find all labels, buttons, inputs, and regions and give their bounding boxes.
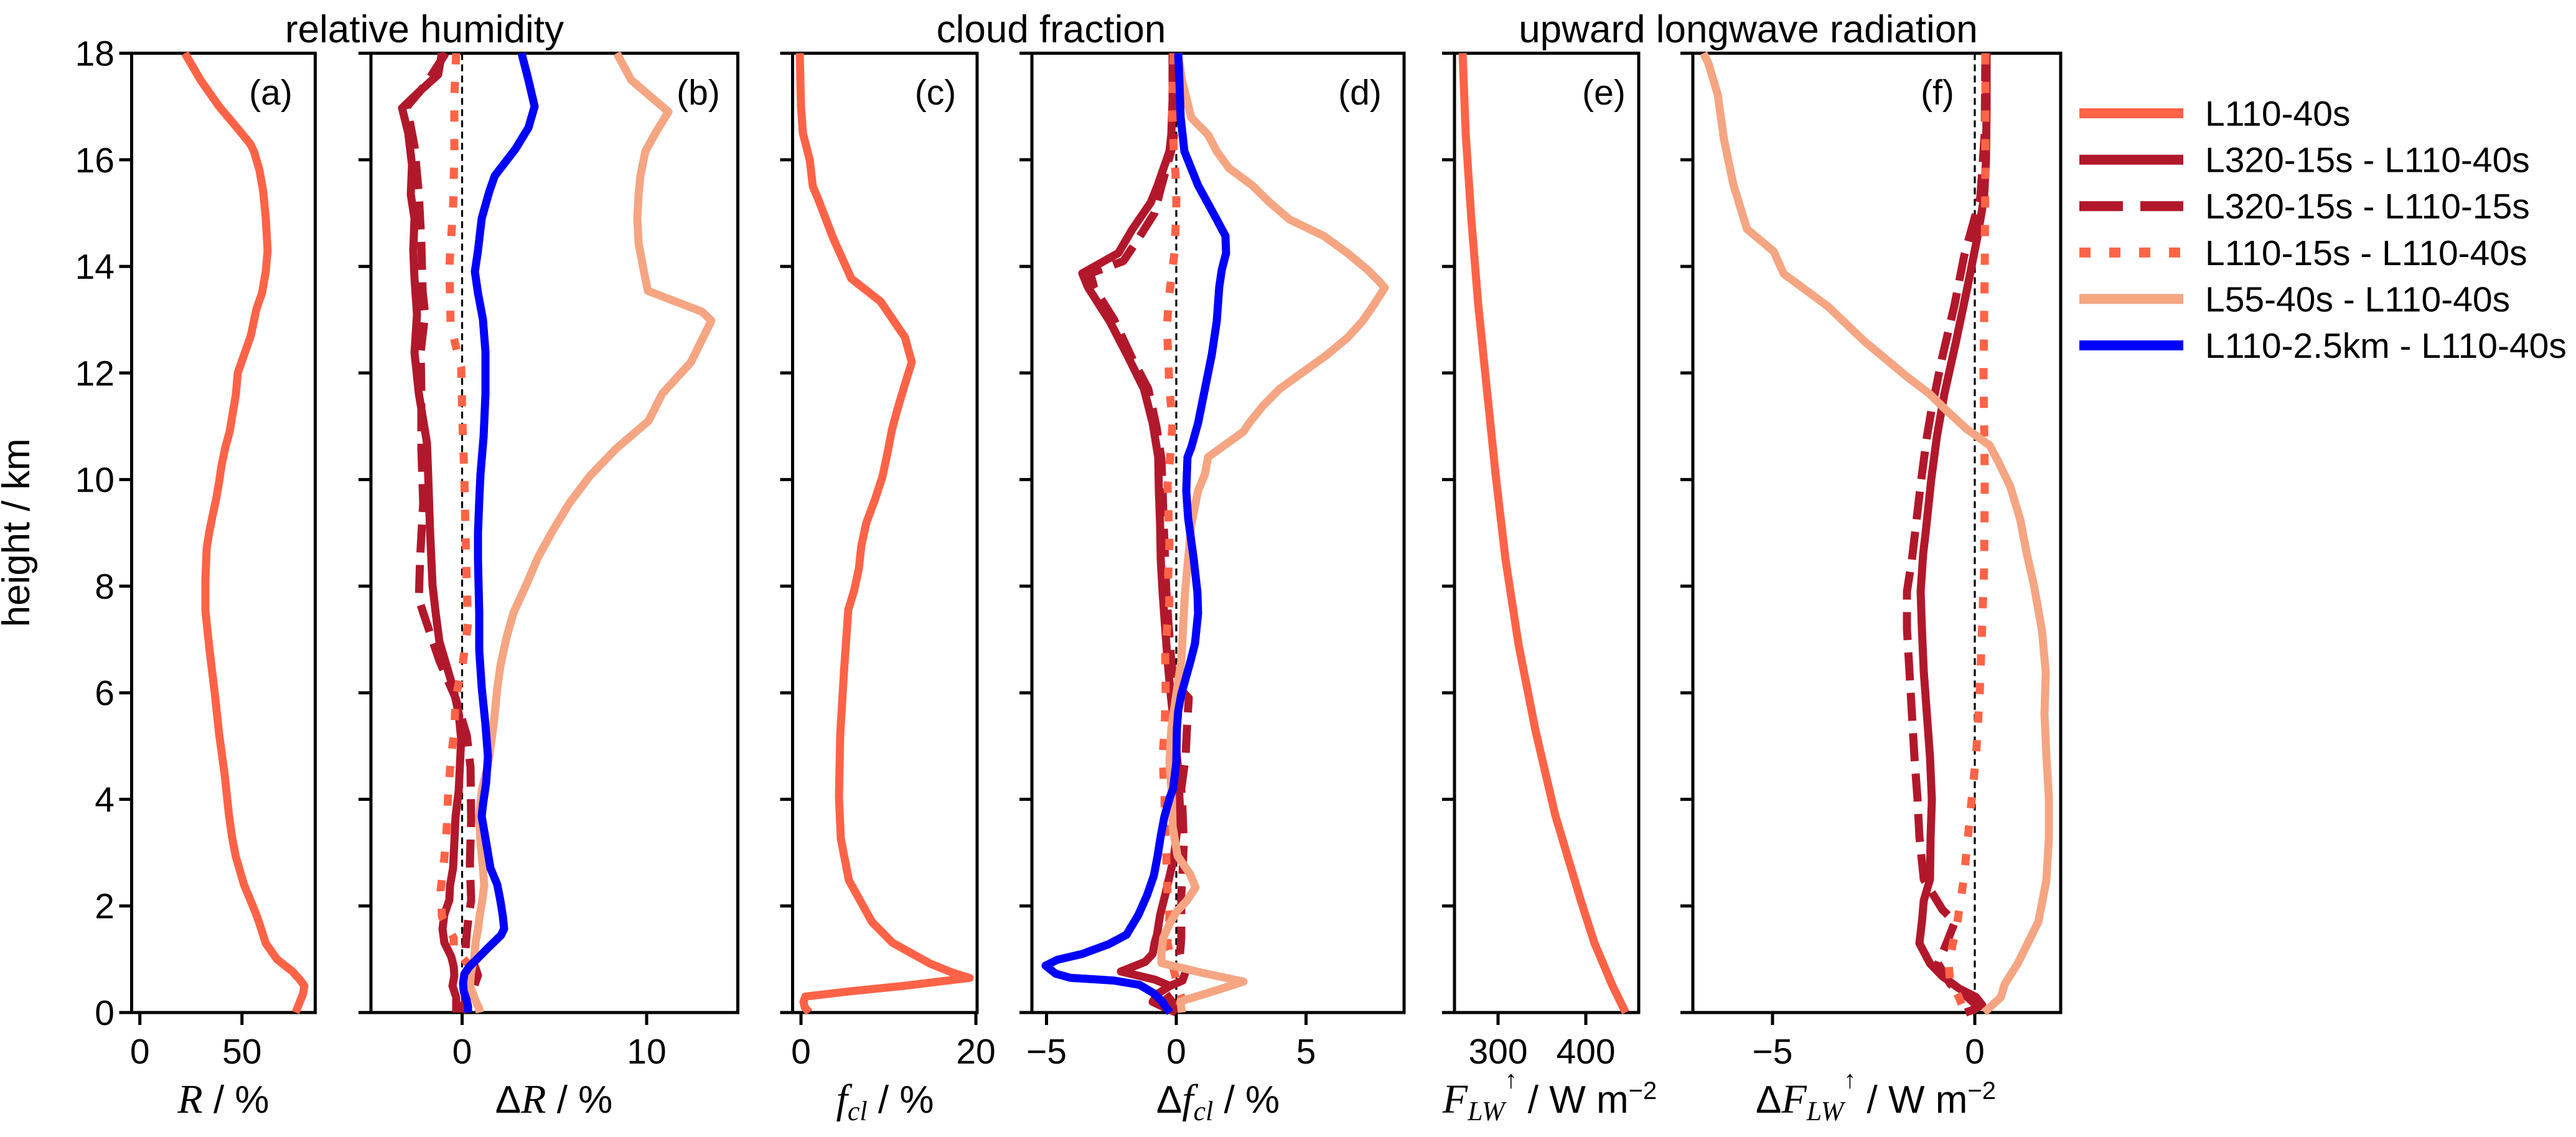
svg-text:R / %: R / %: [177, 1077, 269, 1122]
svg-text:0: 0: [1965, 1032, 1985, 1072]
svg-text:(e): (e): [1582, 73, 1626, 113]
svg-text:L110-15s - L110-40s: L110-15s - L110-40s: [2205, 233, 2527, 273]
svg-text:18: 18: [75, 34, 115, 74]
svg-text:16: 16: [75, 141, 115, 180]
svg-text:0: 0: [130, 1032, 150, 1072]
svg-text:height / km: height / km: [0, 438, 38, 627]
svg-text:−5: −5: [1753, 1032, 1793, 1072]
svg-text:Δfcl / %: Δfcl / %: [1156, 1077, 1280, 1126]
svg-text:8: 8: [95, 567, 115, 607]
svg-text:(d): (d): [1338, 73, 1382, 113]
svg-text:(f): (f): [1921, 73, 1954, 113]
svg-text:L320-15s - L110-40s: L320-15s - L110-40s: [2205, 141, 2530, 180]
svg-text:FLW↑ / W m−2: FLW↑ / W m−2: [1442, 1066, 1657, 1126]
svg-text:400: 400: [1556, 1032, 1615, 1072]
svg-text:0: 0: [1166, 1032, 1186, 1072]
svg-text:12: 12: [75, 353, 115, 393]
svg-text:ΔFLW↑ / W m−2: ΔFLW↑ / W m−2: [1756, 1066, 1996, 1126]
svg-text:−5: −5: [1026, 1032, 1067, 1072]
svg-text:20: 20: [956, 1032, 995, 1072]
svg-text:relative humidity: relative humidity: [285, 8, 564, 51]
svg-text:(c): (c): [915, 73, 956, 113]
svg-text:2: 2: [95, 887, 115, 927]
svg-text:fcl / %: fcl / %: [836, 1077, 934, 1126]
svg-text:L110-2.5km - L110-40s: L110-2.5km - L110-40s: [2205, 326, 2567, 366]
svg-text:6: 6: [95, 673, 115, 713]
svg-text:0: 0: [95, 993, 115, 1033]
svg-text:10: 10: [627, 1032, 666, 1072]
svg-text:(b): (b): [677, 73, 720, 113]
svg-text:ΔR / %: ΔR / %: [495, 1077, 613, 1122]
svg-text:0: 0: [452, 1032, 472, 1072]
svg-text:300: 300: [1468, 1032, 1527, 1072]
svg-text:upward longwave radiation: upward longwave radiation: [1519, 8, 1978, 51]
svg-text:14: 14: [75, 247, 115, 287]
svg-text:L55-40s - L110-40s: L55-40s - L110-40s: [2205, 279, 2510, 319]
svg-text:50: 50: [222, 1032, 261, 1072]
svg-text:L110-40s: L110-40s: [2205, 94, 2350, 134]
svg-text:0: 0: [791, 1032, 811, 1072]
svg-text:(a): (a): [249, 73, 293, 113]
svg-text:4: 4: [95, 780, 115, 820]
svg-text:10: 10: [75, 461, 115, 500]
svg-text:cloud fraction: cloud fraction: [937, 8, 1166, 51]
svg-text:L320-15s - L110-15s: L320-15s - L110-15s: [2205, 187, 2530, 227]
svg-text:5: 5: [1296, 1032, 1316, 1072]
